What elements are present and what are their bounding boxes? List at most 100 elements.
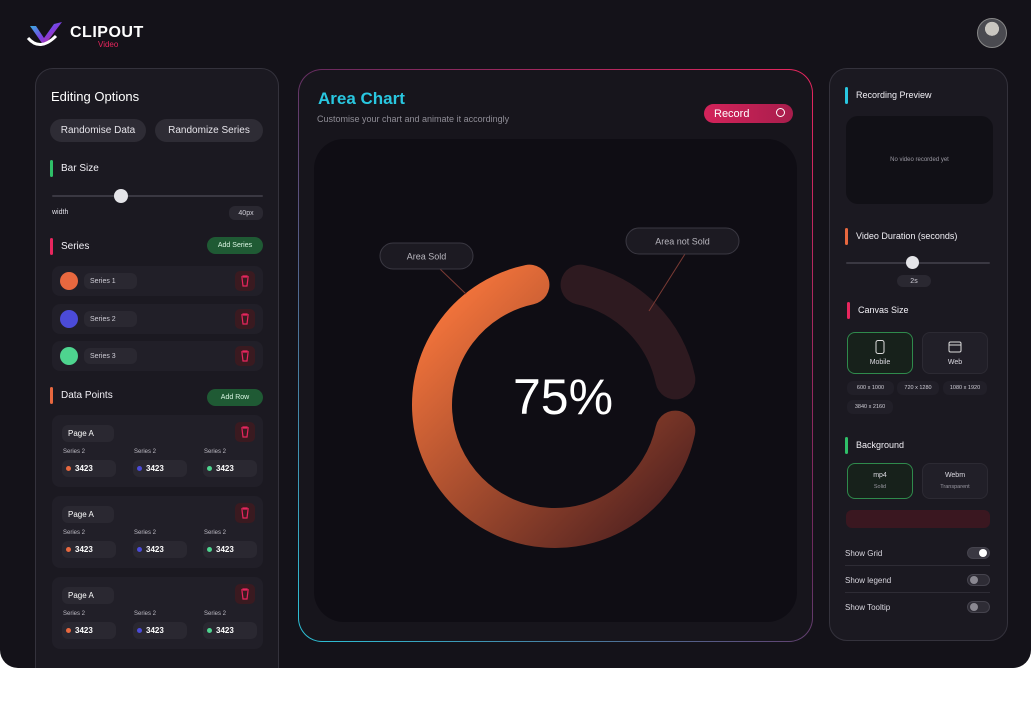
option-label: Webm: [944, 472, 966, 479]
web-icon: [948, 341, 962, 353]
page-name: Page A: [62, 506, 114, 523]
cell-value[interactable]: 3423: [62, 622, 116, 639]
accent: [50, 160, 53, 177]
delete-button[interactable]: [235, 422, 255, 442]
callout-line: [439, 268, 467, 295]
record-button[interactable]: Record: [704, 104, 793, 123]
accent: [845, 87, 848, 104]
page-name: Page A: [62, 425, 114, 442]
randomise-data-button[interactable]: Randomise Data: [50, 119, 146, 142]
resolution-option[interactable]: 1080 x 1920: [943, 381, 987, 395]
cell-value[interactable]: 3423: [133, 622, 187, 639]
trash-icon: [241, 350, 249, 362]
cell-series: Series 2: [134, 530, 157, 536]
slider-knob[interactable]: [114, 189, 128, 203]
cell-number: 3423: [75, 464, 93, 473]
option-label: Mobile: [869, 359, 891, 366]
series-color[interactable]: [60, 347, 78, 365]
cell-series: Series 2: [204, 530, 227, 536]
delete-button[interactable]: [235, 271, 255, 291]
cell-dot: [207, 628, 212, 633]
cell-dot: [66, 628, 71, 633]
trash-icon: [241, 588, 249, 600]
brand-sub: Video: [98, 40, 119, 49]
cell-series: Series 2: [63, 530, 86, 536]
field-label: width: [52, 209, 69, 216]
delete-button[interactable]: [235, 346, 255, 366]
cell-value[interactable]: 3423: [133, 541, 187, 558]
cell-dot: [137, 547, 142, 552]
canvas-option[interactable]: Web: [922, 332, 988, 374]
toggle-label: Show Tooltip: [845, 603, 891, 612]
cell-dot: [207, 547, 212, 552]
cell-value[interactable]: 3423: [203, 460, 257, 477]
section-title: Bar Size: [61, 163, 99, 174]
series-name: Series 3: [84, 348, 137, 364]
logo-icon: [26, 22, 62, 46]
option-sub: Transparent: [940, 484, 970, 490]
accent: [845, 228, 848, 245]
toggle-knob: [970, 576, 978, 584]
cell-dot: [66, 547, 71, 552]
add-series-button[interactable]: Add Series: [207, 237, 263, 254]
resolution-option[interactable]: 3840 x 2160: [847, 400, 893, 414]
delete-button[interactable]: [235, 309, 255, 329]
series-color[interactable]: [60, 310, 78, 328]
toggle-label: Show legend: [845, 576, 892, 585]
option-label: mp4: [873, 472, 887, 479]
accent: [50, 387, 53, 404]
cell-number: 3423: [146, 626, 164, 635]
toggle-knob: [979, 549, 987, 557]
randomize-series-button[interactable]: Randomize Series: [155, 119, 263, 142]
background-option[interactable]: mp4 Solid: [847, 463, 913, 499]
series-color[interactable]: [60, 272, 78, 290]
cell-value[interactable]: 3423: [62, 460, 116, 477]
series-name: Series 2: [84, 311, 137, 327]
delete-button[interactable]: [235, 584, 255, 604]
section-title: Data Points: [61, 390, 113, 401]
avatar[interactable]: [977, 18, 1007, 48]
cell-series: Series 2: [204, 449, 227, 455]
panel-title: Editing Options: [51, 89, 140, 104]
add-row-button[interactable]: Add Row: [207, 389, 263, 406]
record-label: Record: [714, 107, 750, 120]
cell-dot: [137, 628, 142, 633]
chart-subtitle: Customise your chart and animate it acco…: [317, 114, 510, 124]
canvas-option[interactable]: Mobile: [847, 332, 913, 374]
callout-box: [379, 242, 474, 270]
cell-value[interactable]: 3423: [203, 622, 257, 639]
toggle-switch[interactable]: [967, 547, 990, 559]
cell-number: 3423: [146, 545, 164, 554]
color-bar[interactable]: [846, 510, 990, 528]
duration-value: 2s: [897, 275, 931, 287]
option-label: Web: [947, 359, 963, 366]
slider-knob[interactable]: [906, 256, 919, 269]
section-title: Recording Preview: [856, 90, 932, 100]
section-title: Series: [61, 241, 90, 252]
toggle-switch[interactable]: [967, 601, 990, 613]
trash-icon: [241, 507, 249, 519]
cell-value[interactable]: 3423: [62, 541, 116, 558]
section-title: Background: [856, 440, 905, 450]
delete-button[interactable]: [235, 503, 255, 523]
cell-value[interactable]: 3423: [133, 460, 187, 477]
slider-track: [52, 195, 263, 197]
background-option[interactable]: Webm Transparent: [922, 463, 988, 499]
donut-value-label: 75%: [513, 369, 613, 425]
cell-dot: [137, 466, 142, 471]
cell-dot: [66, 466, 71, 471]
cell-number: 3423: [216, 464, 234, 473]
separator: [845, 565, 990, 566]
cell-value[interactable]: 3423: [203, 541, 257, 558]
resolution-option[interactable]: 720 x 1280: [897, 381, 939, 395]
accent: [845, 437, 848, 454]
app-shell: CLIPOUT Video Editing Options Randomise …: [0, 0, 1031, 668]
cell-number: 3423: [146, 464, 164, 473]
chart-title: Area Chart: [318, 89, 405, 108]
toggle-switch[interactable]: [967, 574, 990, 586]
resolution-option[interactable]: 600 x 1000: [847, 381, 894, 395]
page-name: Page A: [62, 587, 114, 604]
toggle-knob: [970, 603, 978, 611]
cell-number: 3423: [216, 545, 234, 554]
